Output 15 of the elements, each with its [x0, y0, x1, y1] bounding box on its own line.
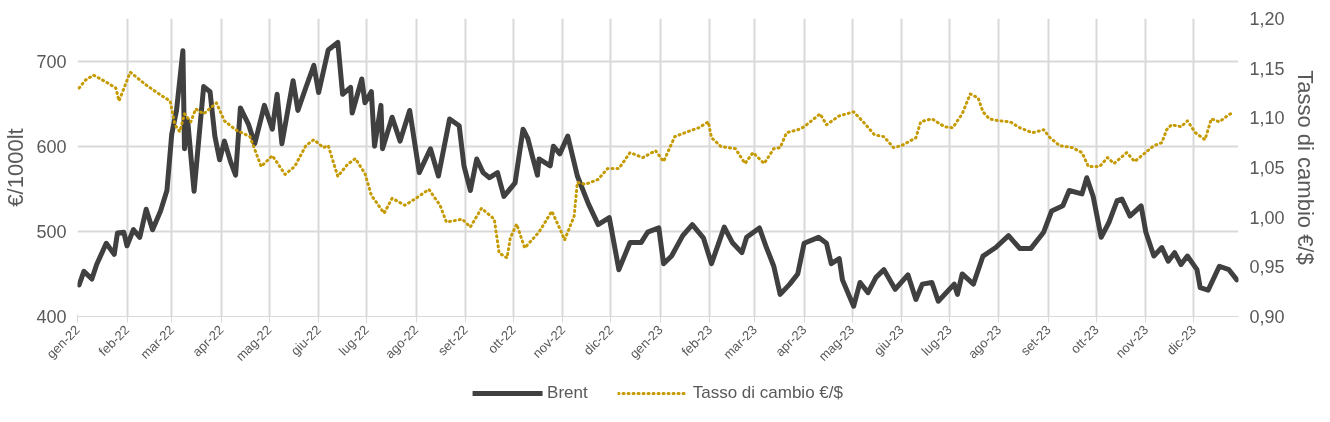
y2-axis-title: Tasso di cambio €/$ [1292, 70, 1318, 265]
y-tick-label: 700 [36, 51, 67, 72]
y-tick-label: 500 [36, 221, 67, 242]
y2-tick-label: 0,90 [1249, 307, 1285, 327]
y2-tick-label: 0,95 [1249, 257, 1285, 278]
legend-label: Brent [547, 383, 588, 403]
y-axis-title: €/1000lt [3, 128, 29, 207]
y-tick-label: 400 [36, 307, 67, 327]
y2-tick-label: 1,05 [1249, 158, 1285, 178]
y2-tick-label: 1,20 [1249, 9, 1285, 29]
y2-tick-label: 1,15 [1249, 58, 1285, 79]
y2-tick-label: 1,10 [1249, 108, 1285, 129]
y2-tick-label: 1,00 [1249, 207, 1285, 228]
y-tick-label: 600 [36, 136, 67, 157]
legend-label: Tasso di cambio €/$ [692, 383, 843, 403]
